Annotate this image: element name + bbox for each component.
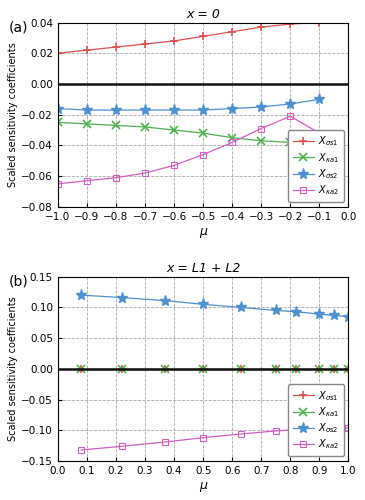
Xsigma2: [85, 107, 89, 113]
Xsigma1: [172, 38, 176, 44]
Xsigma1: [201, 34, 205, 40]
Xsigma1: [230, 28, 234, 34]
Xkappa2: [239, 431, 243, 437]
Line: Xkappa1: Xkappa1: [54, 118, 323, 146]
Xkappa1: [163, 366, 168, 372]
Xsigma2: [230, 106, 234, 112]
Xsigma2: [274, 308, 278, 314]
Xsigma1: [143, 41, 147, 47]
Line: Xsigma1: Xsigma1: [54, 18, 323, 58]
Xkappa2: [346, 425, 351, 431]
Xkappa2: [317, 130, 322, 136]
Xsigma1: [288, 21, 292, 27]
Xsigma2: [317, 96, 322, 102]
Xsigma2: [294, 308, 298, 314]
Line: Xkappa2: Xkappa2: [54, 112, 323, 188]
Xsigma1: [79, 366, 83, 372]
Xsigma1: [317, 20, 322, 26]
Text: (a): (a): [8, 20, 28, 34]
Xsigma2: [239, 304, 243, 310]
Xkappa2: [114, 174, 118, 180]
Xsigma2: [55, 106, 60, 112]
Xkappa1: [114, 122, 118, 128]
Xsigma1: [201, 366, 205, 372]
Xkappa2: [85, 178, 89, 184]
Xkappa1: [55, 120, 60, 126]
Xkappa1: [274, 366, 278, 372]
Xkappa1: [317, 366, 322, 372]
Legend: $\mathit{X}_{\sigma s1}$, $\mathit{X}_{\kappa a1}$, $\mathit{X}_{\sigma s2}$, $\: $\mathit{X}_{\sigma s1}$, $\mathit{X}_{\…: [288, 130, 343, 202]
Xkappa2: [163, 439, 168, 445]
Xsigma2: [79, 292, 83, 298]
Xsigma1: [317, 366, 322, 372]
Xsigma2: [172, 107, 176, 113]
Xsigma1: [163, 366, 168, 372]
Xsigma2: [120, 294, 124, 300]
Xsigma1: [259, 24, 264, 30]
Xsigma2: [346, 314, 351, 320]
Xkappa2: [317, 426, 322, 432]
Text: (b): (b): [8, 275, 28, 289]
Xkappa2: [230, 140, 234, 145]
Xkappa2: [201, 434, 205, 440]
Line: Xsigma1: Xsigma1: [77, 364, 353, 373]
Y-axis label: Scaled sensitivity coefficients: Scaled sensitivity coefficients: [8, 42, 19, 187]
Xsigma2: [201, 107, 205, 113]
Xkappa2: [332, 426, 336, 432]
Line: Xkappa2: Xkappa2: [78, 424, 352, 454]
Title: x = L1 + L2: x = L1 + L2: [166, 262, 240, 276]
Xkappa1: [85, 121, 89, 127]
Xkappa2: [120, 444, 124, 450]
Xsigma2: [332, 312, 336, 318]
Xkappa1: [332, 366, 336, 372]
Xsigma1: [239, 366, 243, 372]
Xkappa2: [172, 162, 176, 168]
Xkappa2: [79, 447, 83, 453]
Legend: $\mathit{X}_{\sigma s1}$, $\mathit{X}_{\kappa a1}$, $\mathit{X}_{\sigma s2}$, $\: $\mathit{X}_{\sigma s1}$, $\mathit{X}_{\…: [288, 384, 343, 456]
Xkappa1: [288, 140, 292, 145]
Xsigma2: [114, 107, 118, 113]
X-axis label: μ: μ: [199, 478, 207, 492]
Line: Xkappa1: Xkappa1: [77, 364, 353, 373]
Xkappa1: [120, 366, 124, 372]
Xsigma1: [294, 366, 298, 372]
Xkappa2: [274, 428, 278, 434]
Xkappa1: [239, 366, 243, 372]
Xkappa1: [294, 366, 298, 372]
Xkappa2: [201, 152, 205, 158]
Xsigma1: [346, 366, 351, 372]
Xkappa2: [288, 113, 292, 119]
Xsigma1: [114, 44, 118, 50]
Xkappa1: [230, 134, 234, 140]
Xkappa2: [55, 181, 60, 187]
Line: Xsigma2: Xsigma2: [52, 94, 325, 116]
Xkappa2: [143, 170, 147, 176]
Xkappa1: [143, 124, 147, 130]
Xkappa1: [201, 130, 205, 136]
Xsigma2: [317, 311, 322, 317]
Xsigma1: [332, 366, 336, 372]
Xsigma1: [55, 50, 60, 56]
Xkappa1: [259, 138, 264, 144]
Xkappa2: [294, 426, 298, 432]
Xsigma2: [288, 101, 292, 107]
Xsigma2: [163, 298, 168, 304]
Xsigma2: [201, 302, 205, 308]
Y-axis label: Scaled sensitivity coefficients: Scaled sensitivity coefficients: [8, 296, 18, 441]
Xkappa2: [259, 126, 264, 132]
X-axis label: μ: μ: [199, 224, 207, 237]
Xsigma1: [85, 47, 89, 53]
Xsigma1: [274, 366, 278, 372]
Xsigma1: [120, 366, 124, 372]
Line: Xsigma2: Xsigma2: [76, 290, 354, 322]
Xkappa1: [79, 366, 83, 372]
Xkappa1: [201, 366, 205, 372]
Xsigma2: [143, 107, 147, 113]
Xsigma2: [259, 104, 264, 110]
Xkappa1: [172, 127, 176, 133]
Xkappa1: [317, 140, 322, 145]
Xkappa1: [346, 366, 351, 372]
Title: x = 0: x = 0: [186, 8, 220, 22]
